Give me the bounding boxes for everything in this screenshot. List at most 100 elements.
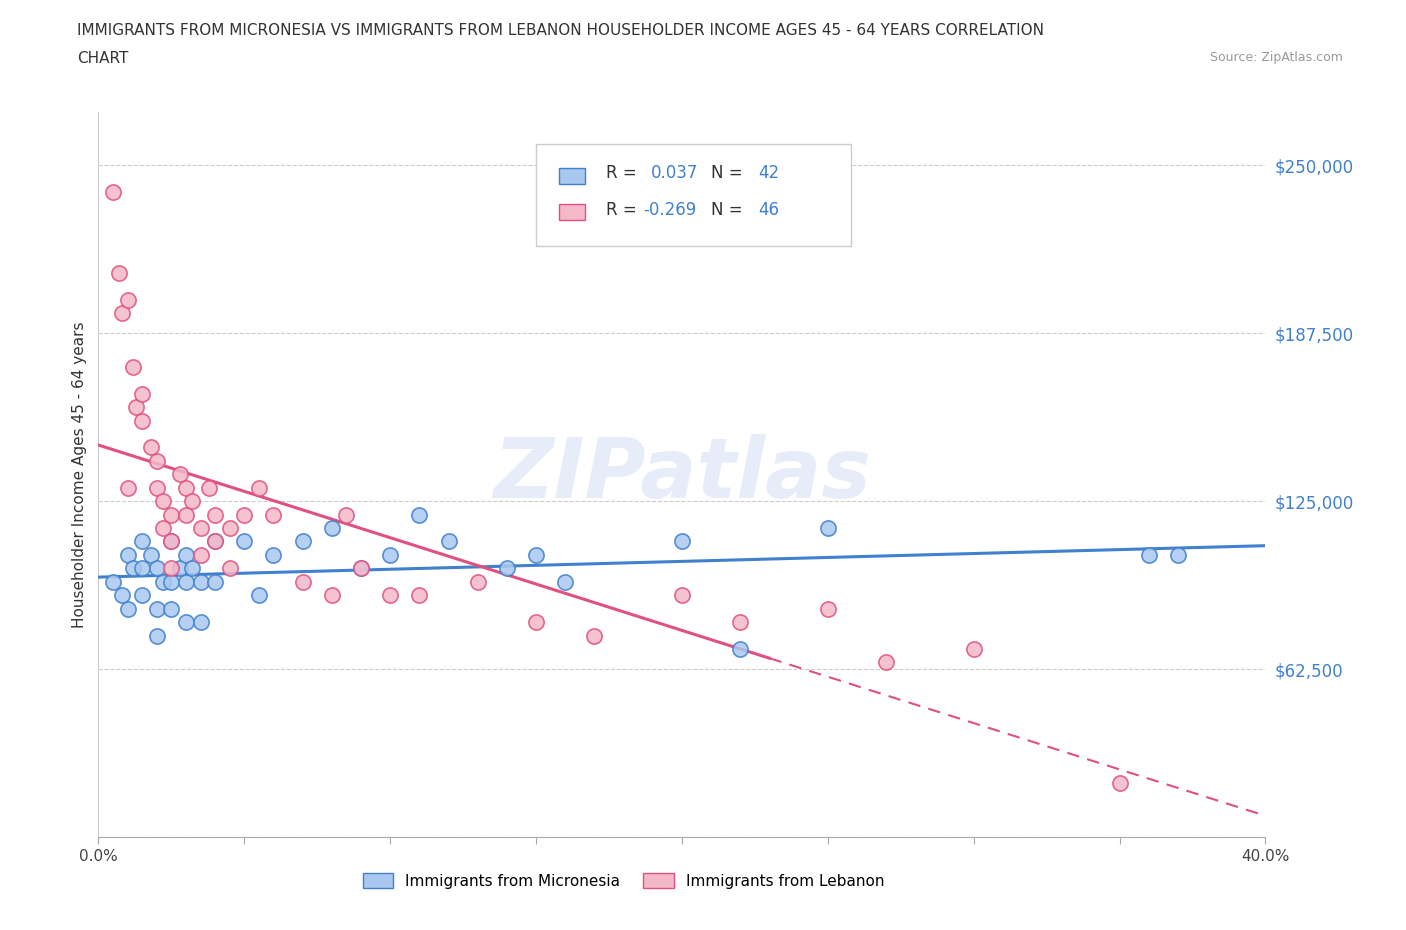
Point xyxy=(437,534,460,549)
Point xyxy=(1137,548,1160,563)
Point xyxy=(350,561,373,576)
Point xyxy=(204,534,226,549)
Point xyxy=(108,265,131,280)
Point xyxy=(817,521,839,536)
Text: R =: R = xyxy=(606,201,643,219)
Point xyxy=(233,534,256,549)
Point xyxy=(218,561,240,576)
Point xyxy=(160,534,183,549)
Text: IMMIGRANTS FROM MICRONESIA VS IMMIGRANTS FROM LEBANON HOUSEHOLDER INCOME AGES 45: IMMIGRANTS FROM MICRONESIA VS IMMIGRANTS… xyxy=(77,23,1045,38)
Point xyxy=(169,467,191,482)
Point xyxy=(152,494,174,509)
Point xyxy=(524,548,547,563)
Point xyxy=(117,292,139,307)
Point xyxy=(146,480,169,495)
Point xyxy=(380,548,402,563)
Point xyxy=(180,561,202,576)
Point xyxy=(174,548,197,563)
Text: 42: 42 xyxy=(758,165,779,182)
Point xyxy=(204,507,226,522)
Point xyxy=(1108,776,1130,790)
Point xyxy=(524,615,547,630)
Point xyxy=(146,454,169,469)
Point xyxy=(583,628,606,643)
Point xyxy=(131,534,153,549)
Text: Source: ZipAtlas.com: Source: ZipAtlas.com xyxy=(1209,51,1343,64)
Point xyxy=(233,507,256,522)
Point xyxy=(152,521,174,536)
Point xyxy=(817,601,839,616)
Point xyxy=(131,588,153,603)
Point xyxy=(496,561,519,576)
Point xyxy=(671,588,693,603)
Point xyxy=(198,480,221,495)
Point xyxy=(174,507,197,522)
Point xyxy=(380,588,402,603)
FancyBboxPatch shape xyxy=(560,205,585,220)
Point xyxy=(247,480,270,495)
Text: 0.037: 0.037 xyxy=(651,165,697,182)
Point xyxy=(174,575,197,590)
FancyBboxPatch shape xyxy=(536,144,851,246)
Point xyxy=(730,615,752,630)
Point xyxy=(408,588,430,603)
Point xyxy=(875,655,897,670)
Legend: Immigrants from Micronesia, Immigrants from Lebanon: Immigrants from Micronesia, Immigrants f… xyxy=(357,867,890,895)
Point xyxy=(190,615,212,630)
Point xyxy=(262,507,284,522)
Point xyxy=(174,480,197,495)
Point xyxy=(111,306,134,321)
Point xyxy=(321,588,343,603)
Text: CHART: CHART xyxy=(77,51,129,66)
Point xyxy=(139,440,162,455)
Text: -0.269: -0.269 xyxy=(644,201,696,219)
Point xyxy=(146,628,169,643)
Point xyxy=(262,548,284,563)
Point xyxy=(160,534,183,549)
Text: N =: N = xyxy=(711,165,748,182)
Point xyxy=(122,359,145,374)
Point xyxy=(291,575,314,590)
Point xyxy=(160,561,183,576)
Point xyxy=(125,400,148,415)
Point xyxy=(160,601,183,616)
Point xyxy=(160,575,183,590)
Point xyxy=(291,534,314,549)
Point xyxy=(962,642,984,657)
Point xyxy=(467,575,489,590)
Point xyxy=(247,588,270,603)
Point xyxy=(554,575,576,590)
Point xyxy=(111,588,134,603)
Point xyxy=(671,534,693,549)
Point xyxy=(190,575,212,590)
Point xyxy=(117,601,139,616)
Point xyxy=(160,507,183,522)
Text: 46: 46 xyxy=(758,201,779,219)
Point xyxy=(730,642,752,657)
Point xyxy=(122,561,145,576)
Point xyxy=(174,615,197,630)
Point xyxy=(335,507,357,522)
Point xyxy=(190,521,212,536)
Point xyxy=(204,534,226,549)
Point xyxy=(169,561,191,576)
Point xyxy=(139,548,162,563)
Point xyxy=(131,386,153,401)
Point xyxy=(350,561,373,576)
Point xyxy=(101,185,124,200)
Text: N =: N = xyxy=(711,201,748,219)
Point xyxy=(101,575,124,590)
Point xyxy=(146,601,169,616)
Point xyxy=(218,521,240,536)
Point xyxy=(131,561,153,576)
Point xyxy=(117,480,139,495)
Point xyxy=(146,561,169,576)
Text: R =: R = xyxy=(606,165,643,182)
FancyBboxPatch shape xyxy=(560,168,585,184)
Point xyxy=(152,575,174,590)
Point xyxy=(180,494,202,509)
Point xyxy=(204,575,226,590)
Text: ZIPatlas: ZIPatlas xyxy=(494,433,870,515)
Point xyxy=(131,413,153,428)
Point xyxy=(117,548,139,563)
